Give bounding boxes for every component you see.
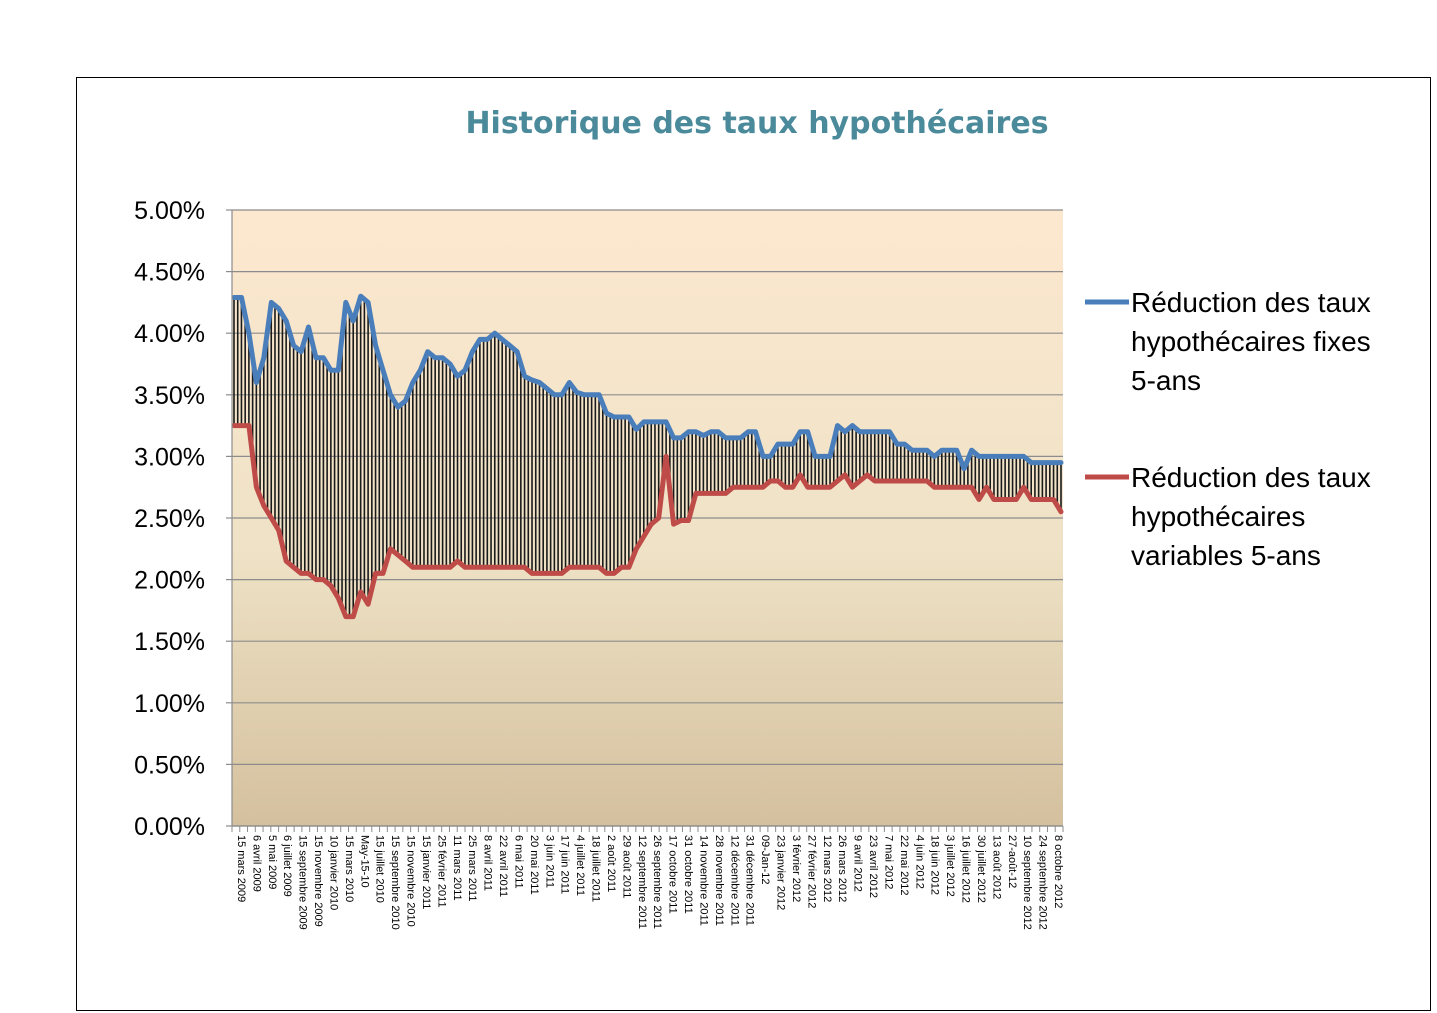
legend-label: Réduction des taux hypothécaires variables… — [1131, 462, 1371, 571]
x-tick-label: 16 juillet 2012 — [960, 835, 972, 903]
x-tick-label: 11 mars 2011 — [451, 835, 463, 901]
x-tick-label: 6 avril 2009 — [250, 835, 262, 892]
series-line-variable — [231, 423, 1064, 620]
x-tick-label: 15 septembre 2010 — [389, 835, 401, 930]
x-tick-label: 28 novembre 2011 — [713, 835, 725, 926]
x-tick-label: 17 octobre 2011 — [667, 835, 679, 914]
x-tick-label: 4 juillet 2011 — [574, 835, 586, 896]
x-tick-label: 10 septembre 2012 — [1021, 835, 1033, 930]
y-tick-label: 4.00% — [134, 320, 205, 348]
x-tick-label: 8 avril 2011 — [482, 835, 494, 891]
x-tick-label: 6 juillet 2009 — [281, 835, 293, 897]
x-tick-label: 22 mai 2012 — [898, 835, 910, 896]
y-tick-label: 1.00% — [134, 690, 205, 718]
series-lines — [231, 293, 1064, 620]
hatch-fill — [233, 296, 1062, 617]
x-tick-label: 15 novembre 2009 — [312, 835, 324, 927]
legend-label-line: hypothécaires — [1131, 501, 1305, 532]
x-tick-label: 26 septembre 2011 — [651, 835, 663, 929]
x-tick-label: 09-Jan-12 — [759, 835, 771, 885]
x-tick-label: 26 mars 2012 — [836, 835, 848, 902]
y-tick-label: 1.50% — [134, 628, 205, 656]
y-tick-label: 3.50% — [134, 382, 205, 410]
chart-frame: Historique des taux hypothécaires 0.00% 0… — [76, 77, 1431, 1011]
legend-label-line: variables 5-ans — [1131, 540, 1321, 571]
x-tick-label: 8 octobre 2012 — [1052, 835, 1064, 908]
y-tick-label: 2.00% — [134, 567, 205, 595]
x-tick-label: 12 décembre 2011 — [728, 835, 740, 926]
legend-label-line: 5-ans — [1131, 365, 1201, 396]
y-tick-label: 0.50% — [134, 751, 205, 779]
x-tick-label: 23 avril 2012 — [867, 835, 879, 898]
y-tick-label: 5.00% — [134, 197, 205, 225]
x-tick-label: 23 janvier 2012 — [775, 835, 787, 910]
chart-svg: Historique des taux hypothécaires 0.00%0… — [134, 106, 1371, 930]
x-tick-label: 17 juin 2011 — [559, 835, 571, 894]
x-tick-label: 20 mai 2011 — [528, 835, 540, 895]
x-tick-label: 14 novembre 2011 — [698, 835, 710, 926]
x-tick-label: 10 janvier 2010 — [328, 835, 340, 910]
x-tick-label: 9 avril 2012 — [852, 835, 864, 892]
y-tick-label: 3.00% — [134, 443, 205, 471]
x-tick-label: 3 février 2012 — [790, 835, 802, 902]
x-tick-label: 5 mai 2009 — [266, 835, 278, 889]
x-tick-label: 15 mars 2009 — [235, 835, 247, 902]
x-tick-label: 18 juillet 2011 — [590, 835, 602, 902]
y-tick-label: 2.50% — [134, 505, 205, 533]
x-tick-label: 29 août 2011 — [620, 835, 632, 898]
x-tick-label: 4 juin 2012 — [913, 835, 925, 889]
x-tick-label: 12 mars 2012 — [821, 835, 833, 902]
chart-title: Historique des taux hypothécaires — [465, 106, 1048, 141]
x-tick-label: 13 août 2012 — [990, 835, 1002, 899]
x-tick-label: 15 janvier 2011 — [420, 835, 432, 909]
x-tick-label: 24 septembre 2012 — [1037, 835, 1049, 930]
x-tick-label: 15 novembre 2010 — [405, 835, 417, 927]
x-tick-label: 3 juin 2011 — [543, 835, 555, 888]
x-tick-label: 12 septembre 2011 — [636, 835, 648, 929]
y-tick-label: 4.50% — [134, 259, 205, 287]
x-tick-label: 7 mai 2012 — [882, 835, 894, 889]
legend-label-line: Réduction des taux — [1131, 462, 1371, 493]
legend-label-line: hypothécaires fixes — [1131, 326, 1371, 357]
x-tick-label: 27 février 2012 — [805, 835, 817, 908]
x-tick-label: 30 juillet 2012 — [975, 835, 987, 903]
gridlines — [232, 209, 1063, 827]
x-tick-label: 6 mai 2011 — [513, 835, 525, 889]
x-axis: 15 mars 2009 6 avril 2009 5 mai 2009 6 juil… — [231, 825, 1064, 930]
x-tick-label: 15 septembre 2009 — [297, 835, 309, 930]
x-tick-label: 22 avril 2011 — [497, 835, 509, 897]
x-tick-label: 2 août 2011 — [605, 835, 617, 892]
x-tick-label: 15 mars 2010 — [343, 835, 355, 902]
x-tick-label: 31 octobre 2011 — [682, 835, 694, 914]
x-tick-label: 15 juillet 2010 — [374, 835, 386, 903]
legend-label-line: Réduction des taux — [1131, 287, 1371, 318]
x-tick-label: 3 juillet 2012 — [944, 835, 956, 897]
x-tick-label: 25 mars 2011 — [466, 835, 478, 901]
x-tick-label: May-15-10 — [358, 835, 370, 888]
legend-label: Réduction des taux hypothécaires fixes 5-a… — [1131, 287, 1371, 396]
x-tick-label: 31 décembre 2011 — [744, 835, 756, 926]
x-tick-label: 27-août-12 — [1006, 835, 1018, 888]
x-tick-label: 18 juin 2012 — [929, 835, 941, 895]
series-line-fixed — [231, 293, 1064, 472]
y-tick-label: 0.00% — [134, 813, 205, 841]
y-axis: 0.00% 0.50% 1.00% 1.50% 2.00% 2.50% 3.00% 3.50%… — [134, 197, 233, 841]
legend: Réduction des taux hypothécaires fixes 5-a… — [1085, 287, 1371, 571]
x-tick-label: 25 février 2011 — [435, 835, 447, 908]
